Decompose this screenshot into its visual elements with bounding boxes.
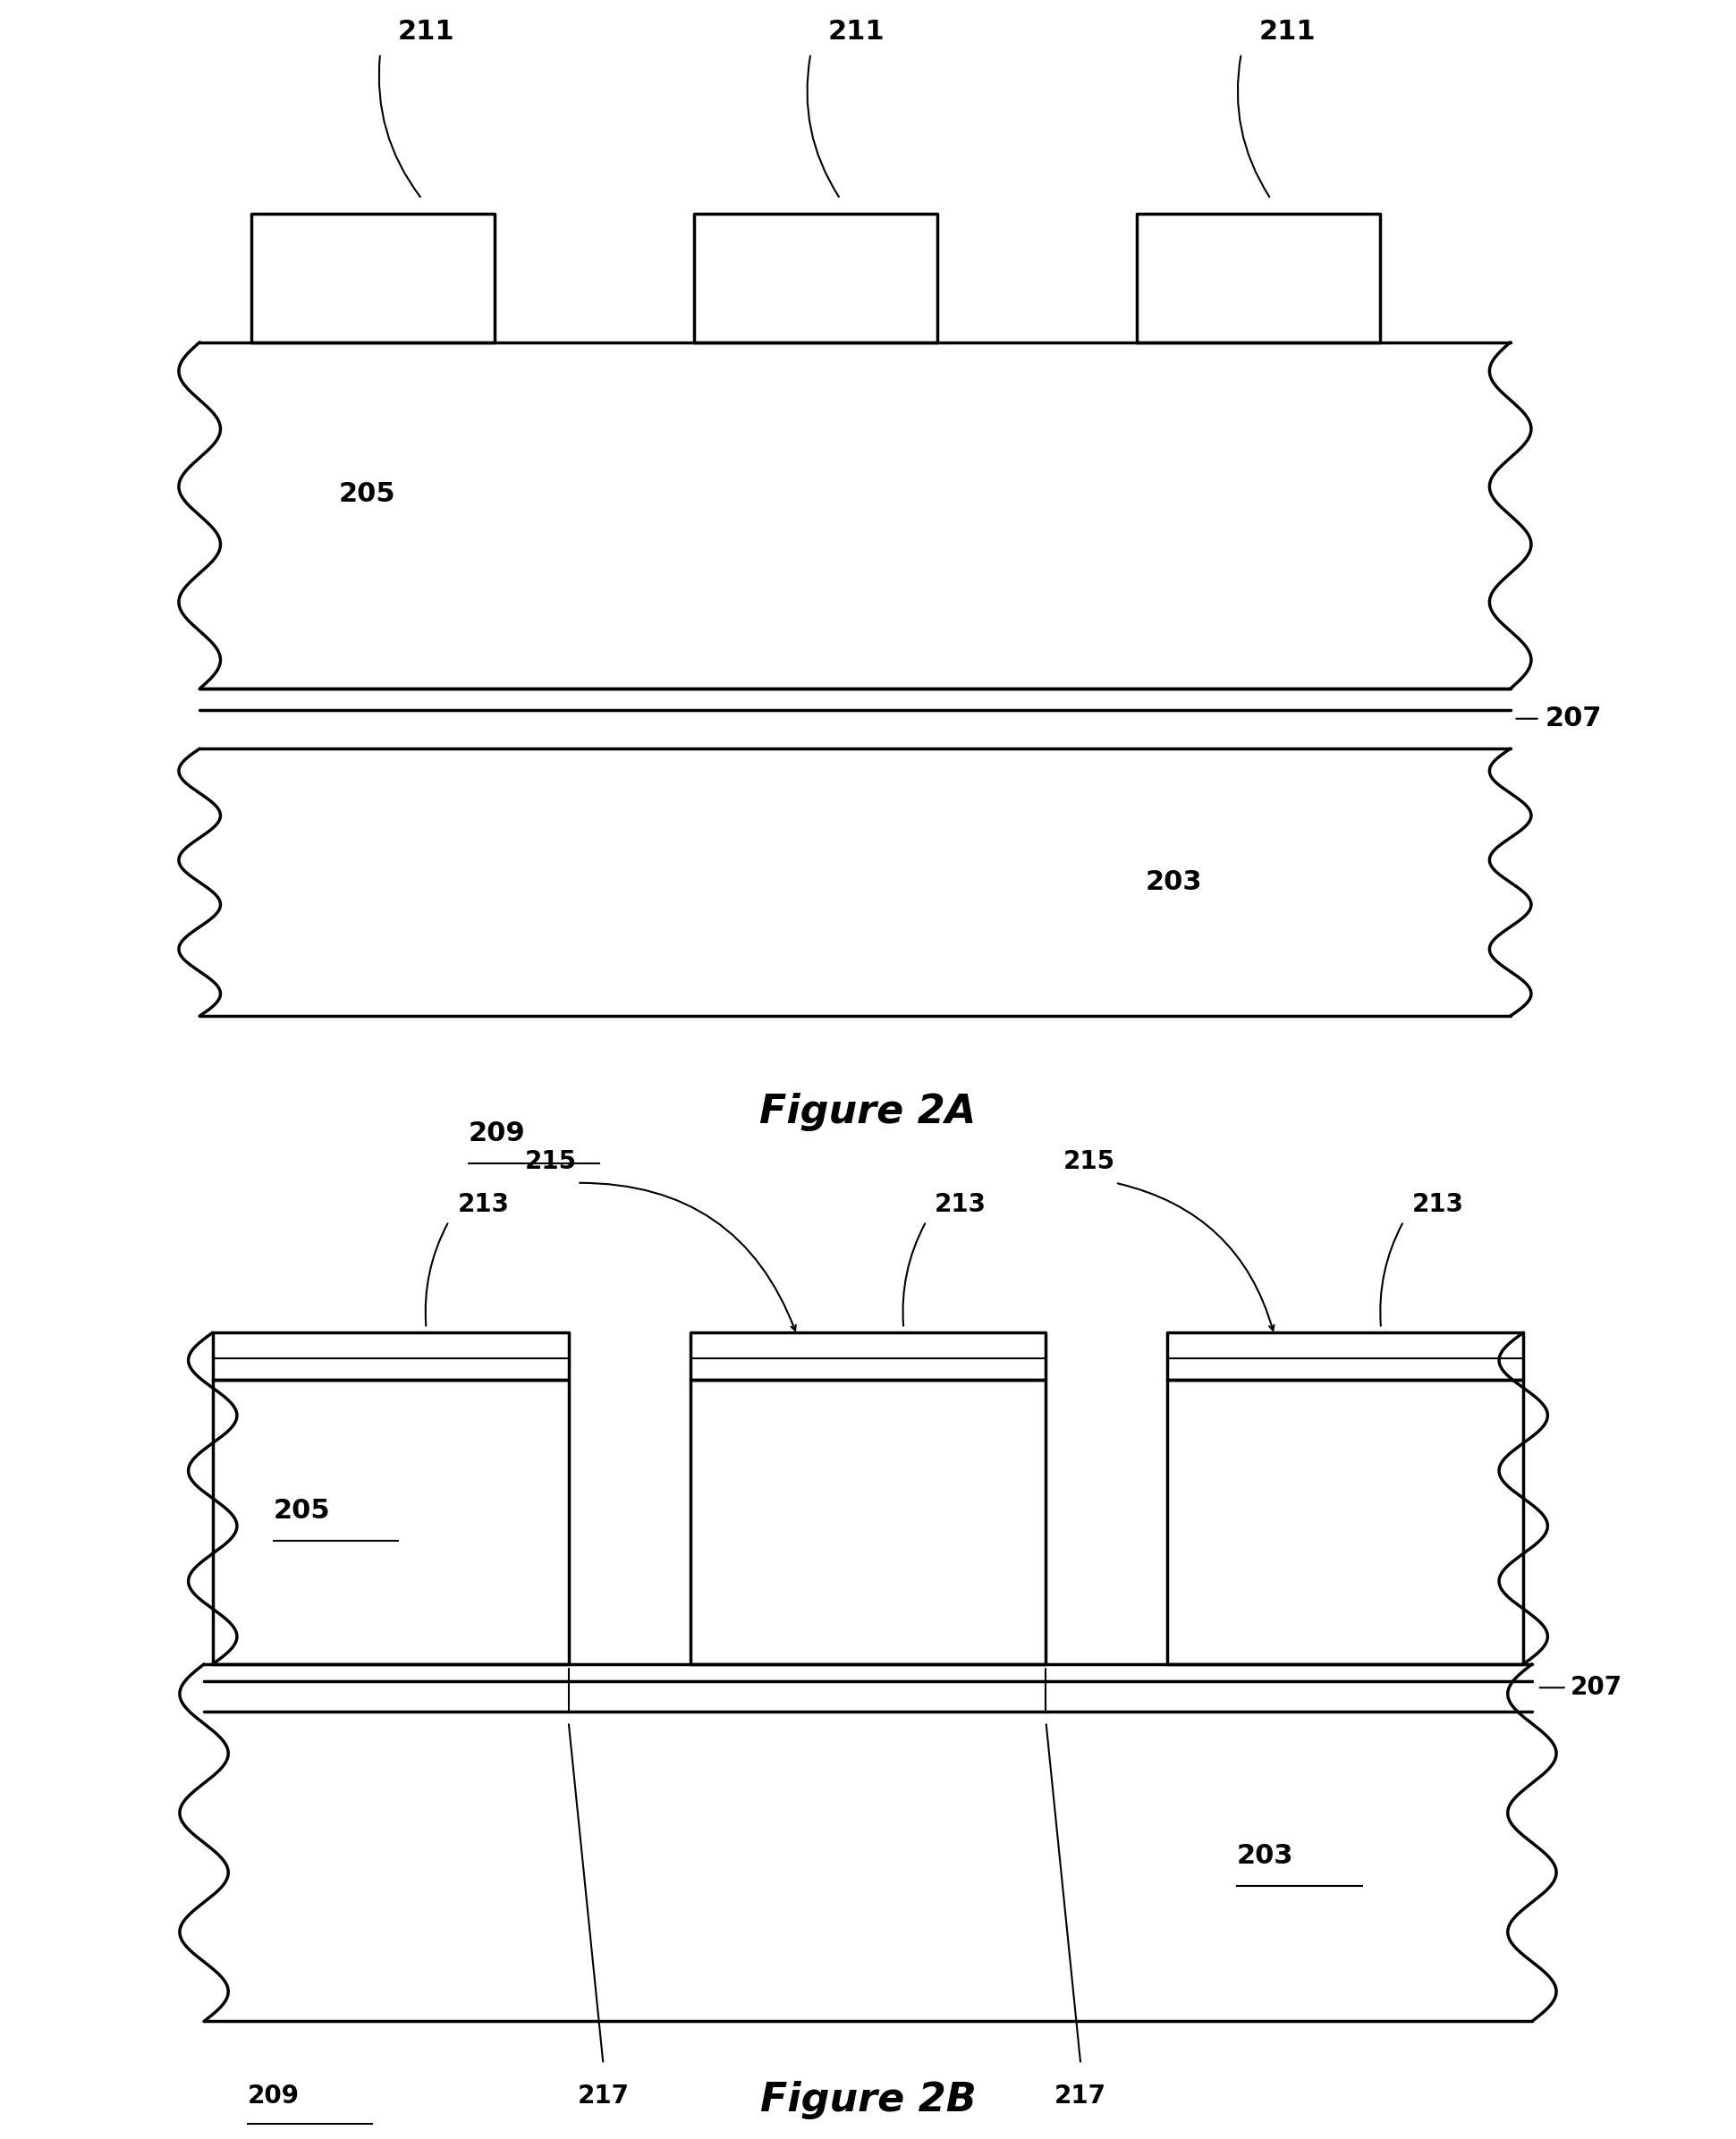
Text: 207: 207 [1545,706,1602,732]
Text: 211: 211 [398,19,455,45]
Text: Figure 2B: Figure 2B [760,2081,976,2120]
Text: 205: 205 [274,1497,330,1525]
Text: 213: 213 [1413,1191,1463,1217]
Text: 209: 209 [469,1121,526,1147]
Text: 213: 213 [934,1191,986,1217]
Text: 207: 207 [1571,1675,1621,1701]
Text: 211: 211 [1259,19,1316,45]
Text: 215: 215 [1062,1149,1115,1174]
Text: 217: 217 [576,2083,628,2109]
Text: 205: 205 [339,481,396,507]
Text: 215: 215 [526,1149,576,1174]
Text: 211: 211 [828,19,885,45]
Text: 213: 213 [458,1191,509,1217]
Text: 203: 203 [1146,868,1203,896]
Text: 203: 203 [1238,1842,1293,1869]
Text: Figure 2A: Figure 2A [760,1093,976,1132]
Text: 217: 217 [1055,2083,1106,2109]
Text: 209: 209 [248,2083,299,2109]
